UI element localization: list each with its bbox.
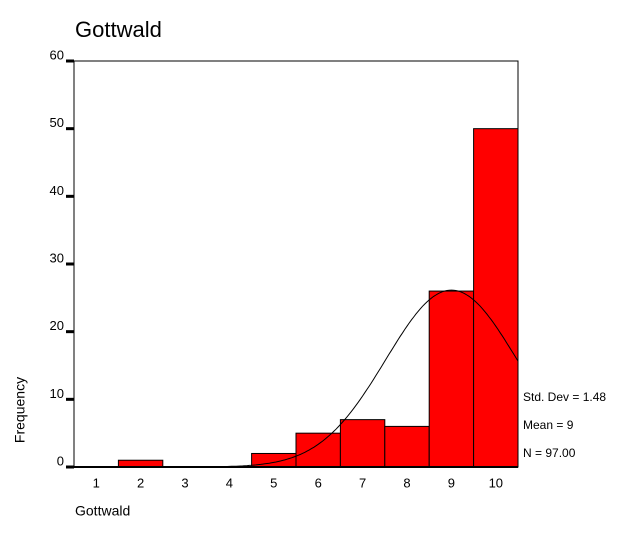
y-tick-label: 0 (57, 453, 64, 468)
x-tick-label: 4 (226, 475, 233, 490)
bar (117, 459, 164, 468)
x-tick-label: 3 (181, 475, 188, 490)
y-tick-label: 20 (50, 318, 64, 333)
x-tick-label: 7 (359, 475, 366, 490)
x-tick-label: 8 (403, 475, 410, 490)
stat-label: Mean = 9 (523, 418, 574, 432)
stat-label: Std. Dev = 1.48 (523, 390, 606, 404)
x-tick-label: 1 (93, 475, 100, 490)
bar (384, 425, 430, 468)
x-tick-label: 5 (270, 475, 277, 490)
bar (339, 419, 386, 468)
x-tick-label: 2 (137, 475, 144, 490)
x-axis-label: Gottwald (75, 503, 130, 519)
chart-title: Gottwald (75, 17, 162, 42)
normal-curve (74, 289, 519, 468)
y-tick-label: 50 (50, 115, 64, 130)
bar (428, 290, 475, 468)
y-tick-label: 30 (50, 250, 64, 265)
y-axis-label: Frequency (12, 377, 28, 443)
y-tick-label: 10 (50, 386, 64, 401)
bar (295, 432, 341, 468)
x-tick-label: 10 (489, 475, 503, 490)
stat-label: N = 97.00 (523, 446, 576, 460)
y-tick-label: 40 (50, 183, 64, 198)
x-tick-label: 9 (448, 475, 455, 490)
x-tick-label: 6 (315, 475, 322, 490)
bar (473, 128, 519, 468)
y-tick-label: 60 (50, 47, 64, 62)
